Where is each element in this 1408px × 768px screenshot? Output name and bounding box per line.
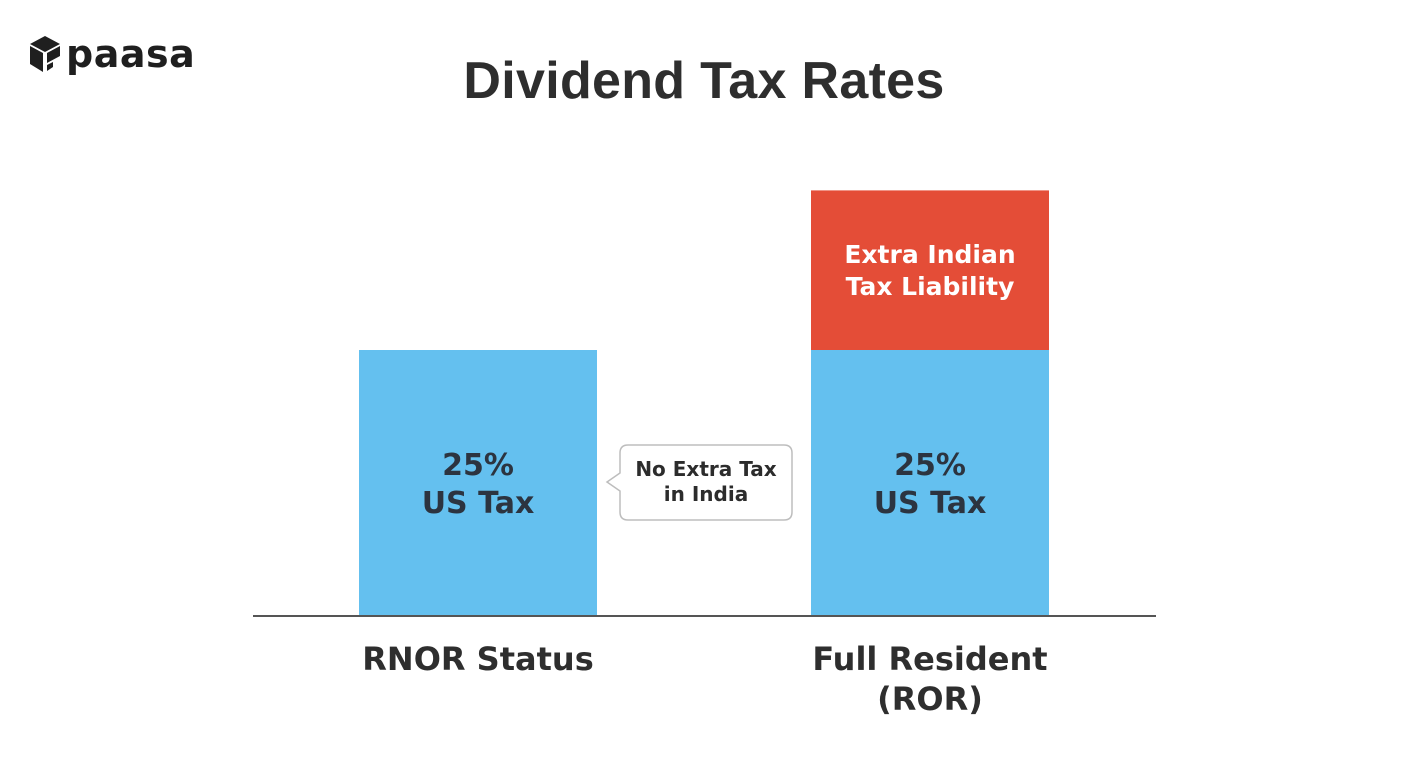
category-label: (ROR) (877, 680, 983, 718)
bar-us-tax-2 (811, 350, 1049, 616)
paasa-box-icon (30, 36, 60, 72)
brand-name: paasa (66, 32, 196, 76)
data-label-us-tax: 25% (894, 448, 966, 483)
data-label-extra-indian-tax-liability: Tax Liability (846, 272, 1015, 301)
data-label-us-tax: 25% (442, 448, 514, 483)
data-label-us-tax: US Tax (874, 486, 987, 521)
bar-extra-indian-tax-liability-2 (811, 190, 1049, 350)
bar-us-tax-1 (359, 350, 597, 616)
callout-text: in India (664, 482, 748, 506)
callout-text: No Extra Tax (635, 457, 776, 481)
category-label: RNOR Status (362, 640, 593, 678)
brand-logo: paasa (28, 34, 195, 74)
chart-title: Dividend Tax Rates (463, 52, 945, 110)
category-label: Full Resident (812, 640, 1047, 678)
data-label-us-tax: US Tax (422, 486, 535, 521)
data-label-extra-indian-tax-liability: Extra Indian (844, 240, 1015, 269)
callout-box (605, 444, 793, 521)
